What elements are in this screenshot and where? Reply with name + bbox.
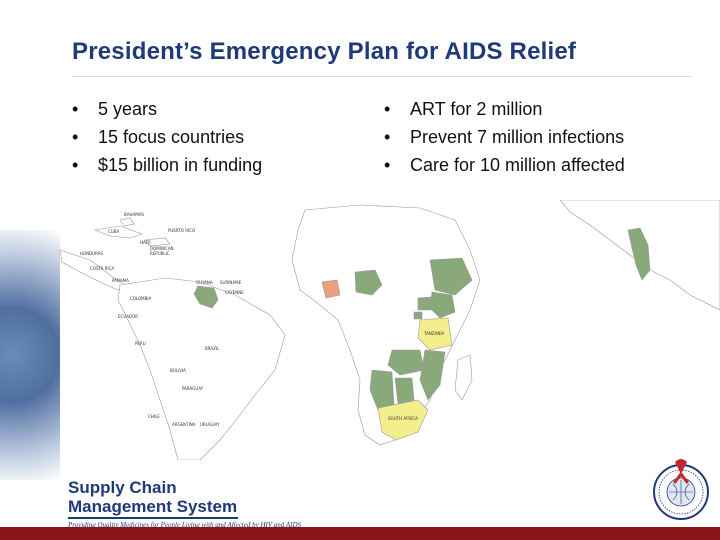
madagascar-shape [454, 354, 473, 401]
map-label: HAITI [140, 240, 151, 245]
rwanda-focus [413, 311, 423, 320]
logo-tagline: Providing Quality Medicines for People L… [68, 521, 302, 529]
cuba-shape [93, 225, 143, 239]
bullet-text: $15 billion in funding [98, 155, 263, 175]
map-label: SOUTH AFRICA [388, 416, 418, 421]
bullet-text: Prevent 7 million infections [410, 127, 625, 147]
map-label: CAYENNE [225, 290, 244, 295]
tanzania-focus [417, 317, 453, 351]
asia-region [559, 200, 720, 311]
bullet-text: 5 years [98, 99, 158, 119]
globe-decoration [0, 230, 60, 480]
map-label: PANAMA [112, 278, 129, 283]
map-labels: BAHAMAS CUBA PUERTO RICO HAITI DOMINICAN… [80, 212, 445, 427]
cote-divoire-focus [321, 279, 341, 299]
bullet-item: • Care for 10 million affected [384, 151, 625, 179]
botswana-focus [394, 377, 415, 405]
logo-line-1: Supply Chain [68, 478, 177, 497]
slide-title: President’s Emergency Plan for AIDS Reli… [72, 38, 577, 65]
uganda-focus [417, 296, 433, 311]
map-label: PARAGUAY [182, 386, 204, 391]
map-label: SURINAME [220, 280, 242, 285]
bullet-text: Care for 10 million affected [410, 155, 625, 175]
logo-divider [68, 517, 238, 519]
map-label: DOMINICAN [150, 246, 174, 251]
bullet-dot: • [384, 127, 391, 147]
bullet-dot: • [72, 155, 79, 175]
south-america-region [117, 277, 286, 460]
left-bullet-list: • 5 years • 15 focus countries • $15 billio… [72, 95, 262, 179]
map-label: BOLIVIA [170, 368, 186, 373]
bottom-bar [0, 527, 720, 540]
caribbean-region [59, 217, 171, 291]
map-label: URUGUAY [200, 422, 220, 427]
map-label: BRAZIL [205, 346, 220, 351]
bullet-dot: • [72, 127, 79, 147]
world-map: BAHAMAS CUBA PUERTO RICO HAITI DOMINICAN… [59, 200, 720, 460]
vietnam-focus [627, 227, 651, 281]
south-africa-focus [377, 399, 429, 441]
map-label: TANZANIA [423, 331, 445, 336]
bullet-item: • 15 focus countries [72, 123, 262, 151]
bullet-item: • ART for 2 million [384, 95, 625, 123]
map-label: ARGENTINA [172, 422, 196, 427]
right-bullet-list: • ART for 2 million • Prevent 7 million in… [384, 95, 625, 179]
south-america-shape [117, 277, 286, 460]
ethiopia-focus [429, 257, 473, 296]
africa-region [291, 204, 481, 446]
zambia-focus [387, 349, 425, 376]
top-bar [0, 0, 720, 10]
central-america-shape [59, 249, 126, 291]
map-label: BAHAMAS [124, 212, 144, 217]
map-label: CUBA [108, 229, 119, 234]
bullet-text: ART for 2 million [410, 99, 543, 119]
map-label: HONDURAS [80, 251, 104, 256]
nigeria-focus [354, 269, 383, 296]
title-divider [72, 76, 692, 77]
bullet-item: • Prevent 7 million infections [384, 123, 625, 151]
map-label: CHILE [148, 414, 160, 419]
bullet-dot: • [384, 99, 391, 119]
map-label: COSTA RICA [90, 266, 114, 271]
bullet-item: • 5 years [72, 95, 262, 123]
bahamas-shape [119, 217, 135, 227]
map-label: ECUADOR [118, 314, 138, 319]
logo-line-2: Management System [68, 497, 238, 516]
bullet-text: 15 focus countries [98, 127, 245, 147]
hispaniola-shape [144, 237, 171, 247]
map-label: PERU [135, 341, 146, 346]
pepfar-seal-icon [653, 459, 709, 520]
mozambique-focus [419, 349, 446, 401]
map-label: REPUBLIC [150, 251, 170, 256]
guyana-focus [193, 285, 219, 309]
map-label: COLOMBIA [130, 296, 152, 301]
bullet-dot: • [384, 155, 391, 175]
map-label: PUERTO RICO [168, 228, 195, 233]
map-label: GUYANA [196, 280, 213, 285]
bullet-item: • $15 billion in funding [72, 151, 262, 179]
bullet-dot: • [72, 99, 79, 119]
scms-logo: Supply Chain Management System Providing… [68, 478, 308, 529]
